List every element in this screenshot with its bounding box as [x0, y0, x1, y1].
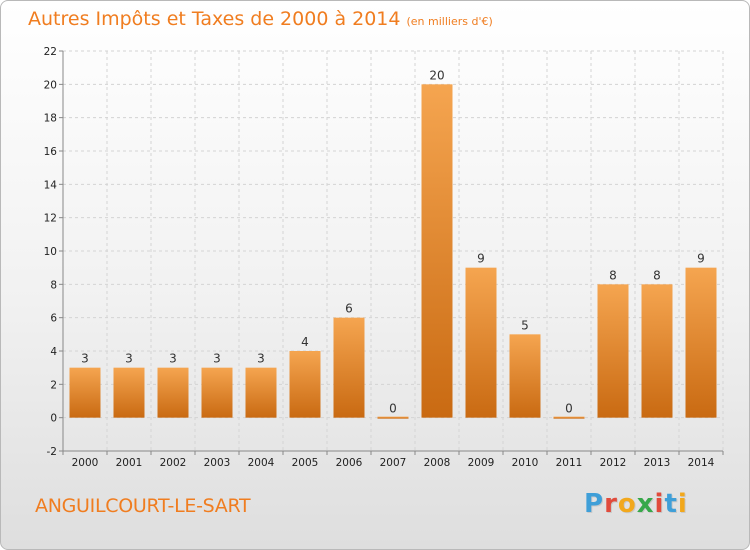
bar-2009	[465, 267, 497, 418]
proxiti-logo: Proxiti	[584, 489, 688, 519]
value-label: 0	[565, 402, 573, 416]
y-tick-label: 20	[44, 79, 57, 91]
value-label: 20	[429, 68, 444, 82]
logo-letter: P	[584, 489, 605, 519]
x-tick-label: 2007	[380, 457, 407, 469]
x-tick-label: 2005	[292, 457, 319, 469]
logo-letter: i	[677, 489, 688, 519]
bar-2000	[69, 367, 101, 418]
y-tick-label: 18	[44, 113, 57, 125]
value-label: 9	[697, 252, 705, 266]
x-tick-label: 2011	[556, 457, 583, 469]
y-tick-label: 8	[50, 279, 57, 291]
x-tick-label: 2006	[336, 457, 363, 469]
logo-letter: i	[654, 489, 665, 519]
logo-letter: o	[617, 489, 637, 519]
x-tick-label: 2004	[248, 457, 275, 469]
bar-2006	[333, 317, 365, 418]
y-tick-label: 22	[44, 46, 57, 58]
y-tick-label: 16	[44, 146, 58, 158]
value-label: 5	[521, 318, 529, 332]
x-tick-label: 2012	[600, 457, 627, 469]
value-label: 3	[213, 352, 221, 366]
axes: -2 0 2 4 6 8 10 12 14 16 18 20 22	[44, 46, 724, 458]
y-tick-label: 6	[50, 313, 57, 325]
x-tick-label: 2014	[688, 457, 715, 469]
y-tick-label: 12	[44, 213, 57, 225]
bar-2007	[377, 416, 409, 419]
value-label: 0	[389, 402, 397, 416]
grid	[62, 50, 724, 452]
labels: 3200032001320023200332004420056200602007…	[72, 68, 715, 469]
logo-letter: t	[664, 489, 678, 519]
y-tick-label: 4	[50, 346, 57, 358]
bar-2010	[509, 334, 541, 418]
bar-2003	[201, 367, 233, 418]
title-text: Autres Impôts et Taxes de 2000 à 2014	[28, 8, 401, 30]
x-tick-label: 2008	[424, 457, 451, 469]
bar-2013	[641, 284, 673, 418]
x-tick-label: 2000	[72, 457, 99, 469]
value-label: 6	[345, 302, 353, 316]
x-tick-label: 2002	[160, 457, 187, 469]
x-tick-label: 2003	[204, 457, 231, 469]
chart-title: Autres Impôts et Taxes de 2000 à 2014 (en…	[28, 8, 493, 30]
value-label: 3	[169, 352, 177, 366]
commune-name: ANGUILCOURT-LE-SART	[35, 495, 251, 517]
value-label: 9	[477, 252, 485, 266]
value-label: 4	[301, 335, 309, 349]
value-label: 3	[257, 352, 265, 366]
logo-letter: r	[604, 489, 618, 519]
y-tick-label: 10	[44, 246, 57, 258]
bars	[69, 84, 717, 419]
y-tick-label: 2	[50, 379, 57, 391]
y-tick-label: 14	[44, 179, 58, 191]
bar-2012	[597, 284, 629, 418]
bar-2008	[421, 84, 453, 418]
value-label: 3	[125, 352, 133, 366]
x-tick-label: 2009	[468, 457, 495, 469]
x-tick-label: 2001	[116, 457, 143, 469]
value-label: 8	[609, 268, 617, 282]
bar-2014	[685, 267, 717, 418]
y-tick-label: 0	[50, 413, 57, 425]
logo-letter: x	[636, 489, 655, 519]
value-label: 3	[81, 352, 89, 366]
unit-text: (en milliers d'€)	[406, 15, 493, 28]
bar-2005	[289, 351, 321, 418]
y-tick-label: -2	[47, 446, 57, 458]
x-tick-label: 2013	[644, 457, 671, 469]
bar-2001	[113, 367, 145, 418]
bar-2011	[553, 416, 585, 419]
x-tick-label: 2010	[512, 457, 539, 469]
value-label: 8	[653, 268, 661, 282]
bar-2002	[157, 367, 189, 418]
bar-2004	[245, 367, 277, 418]
